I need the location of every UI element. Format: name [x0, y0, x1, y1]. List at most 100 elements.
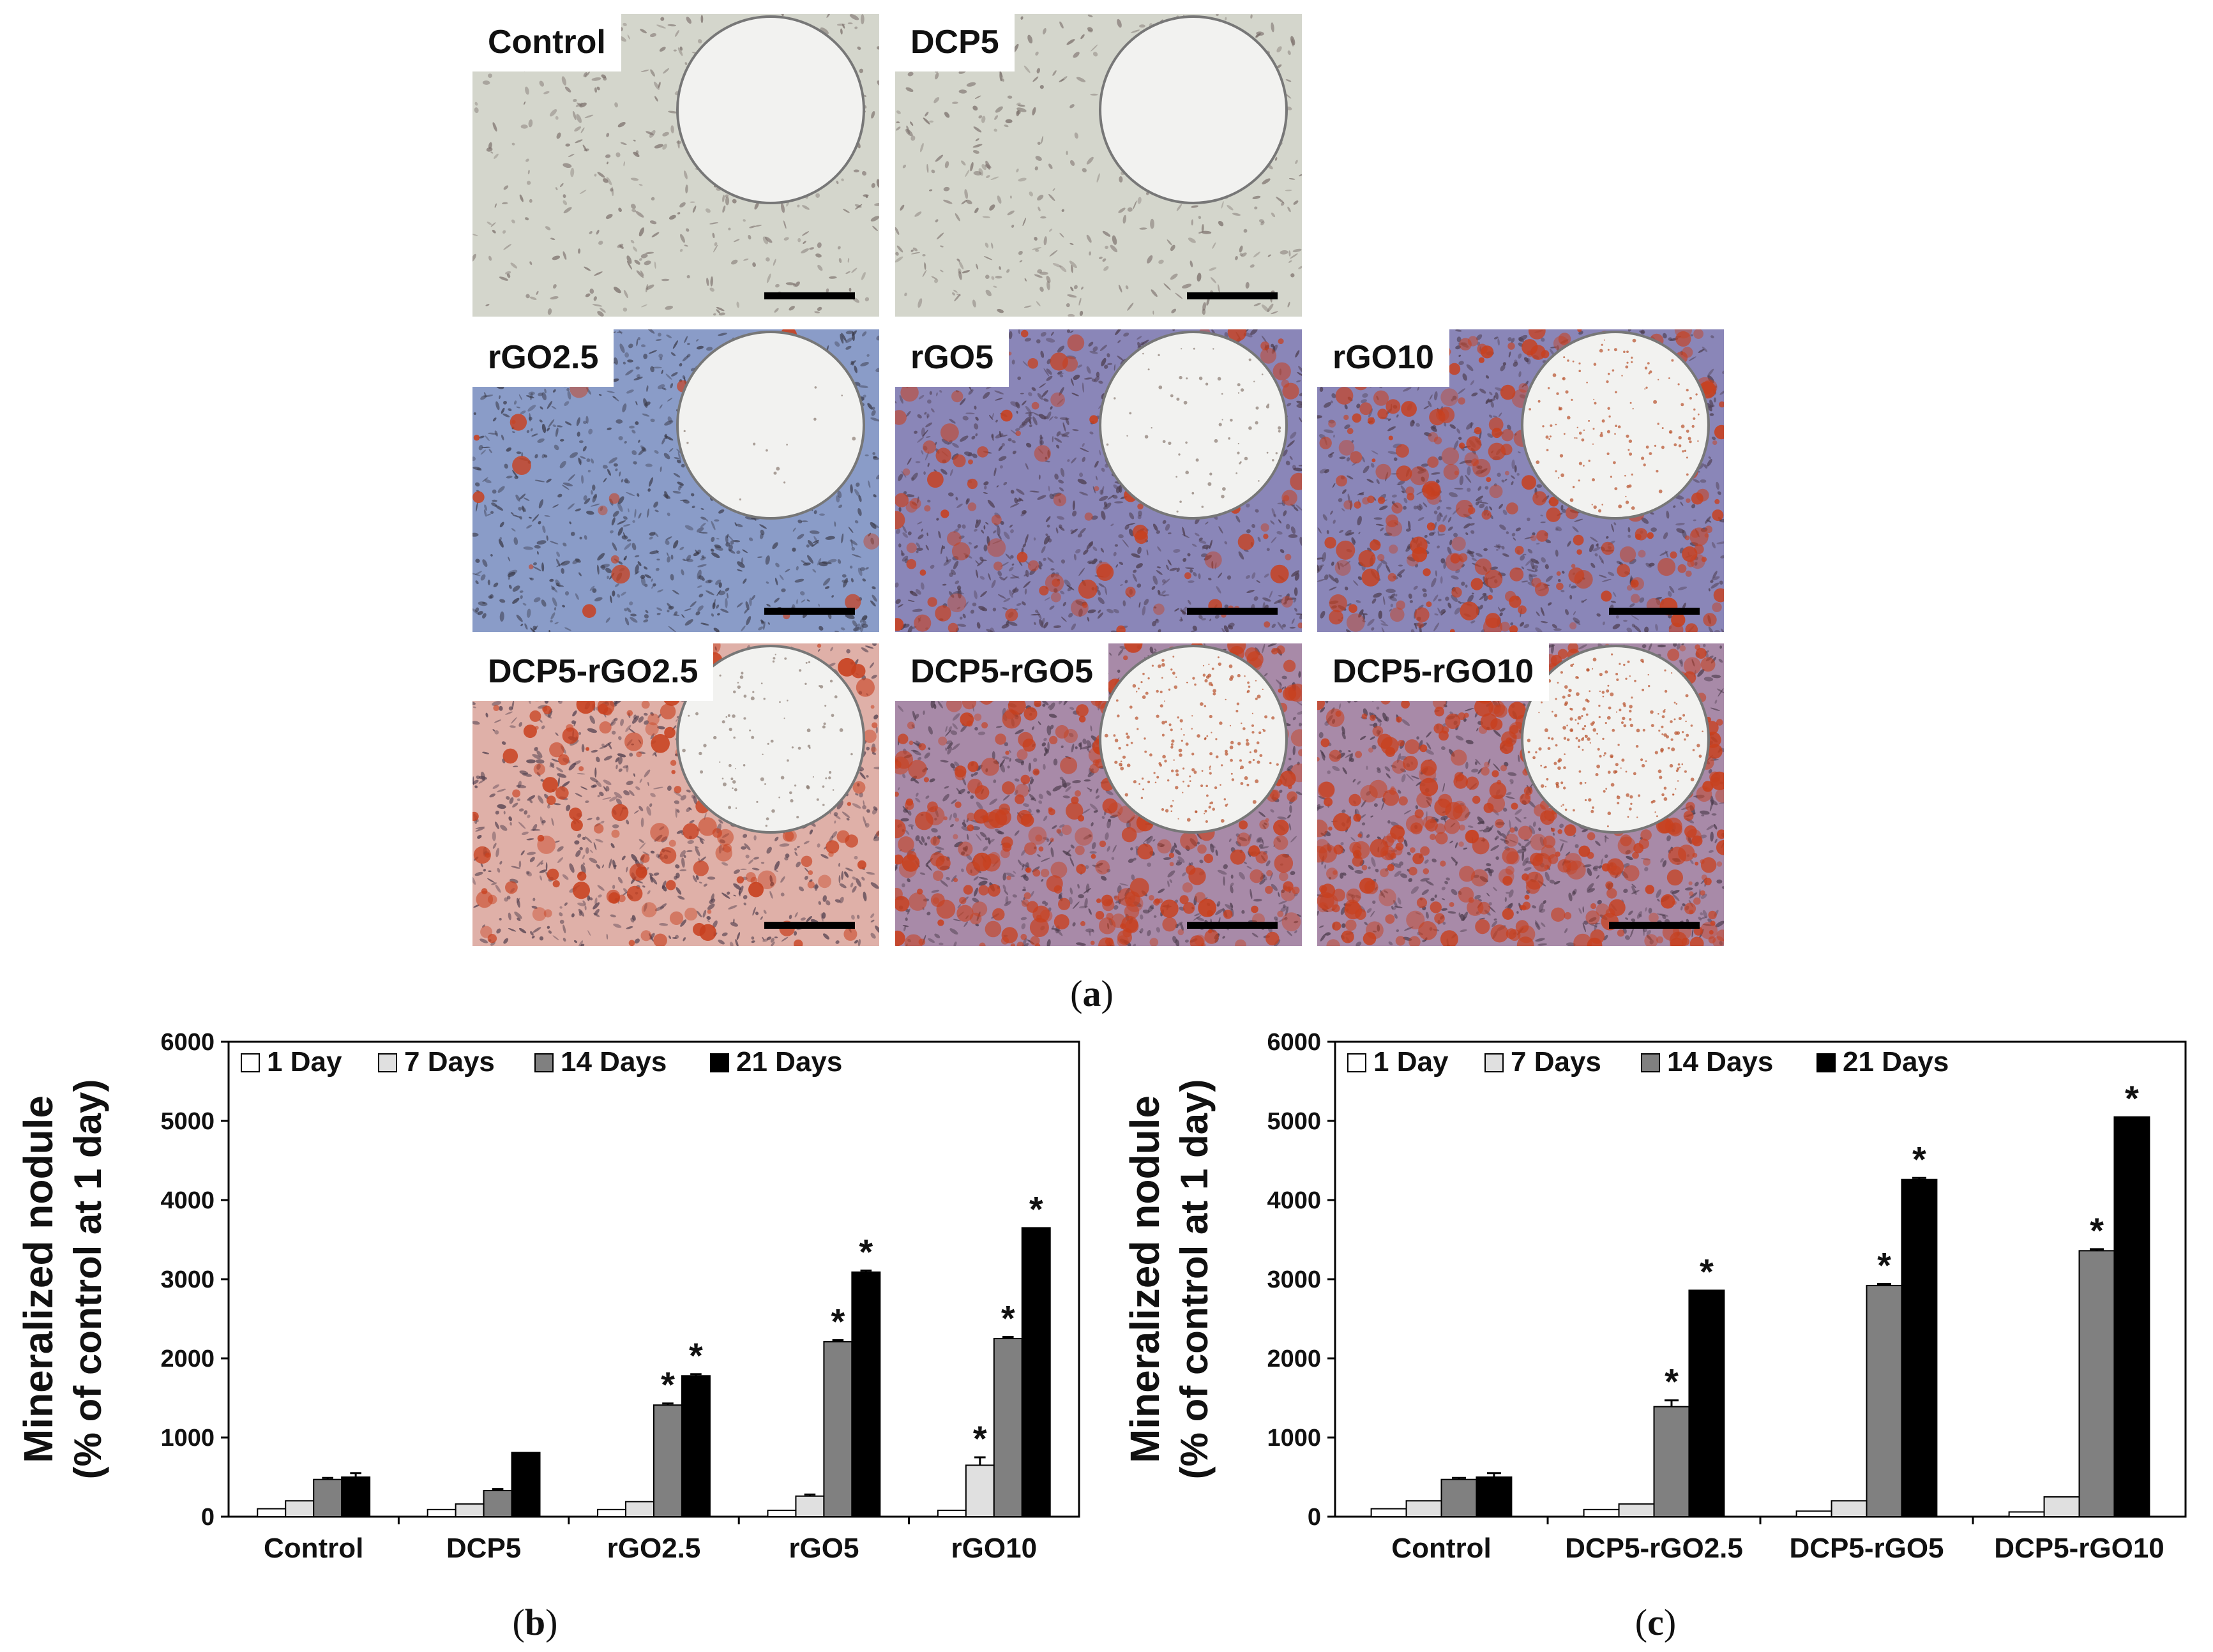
y-tick-label: 4000	[1267, 1187, 1321, 1214]
scale-bar	[1609, 922, 1700, 929]
legend-label: 21 Days	[1843, 1046, 1949, 1078]
y-tick-label: 3000	[160, 1266, 215, 1293]
bar	[341, 1476, 371, 1517]
legend-label: 14 Days	[1667, 1046, 1773, 1078]
bar	[2008, 1511, 2045, 1517]
micrograph-control: Control	[472, 14, 879, 317]
scale-bar	[1187, 292, 1278, 299]
y-axis-label-line2: (% of control at 1 day)	[1173, 1079, 1216, 1480]
x-tick-label: rGO10	[951, 1533, 1038, 1564]
well-inset	[1099, 645, 1288, 834]
scale-bar	[1187, 922, 1278, 929]
micrograph-rgo2-5: rGO2.5	[472, 329, 879, 632]
y-axis-label-line1: Mineralized nodule	[15, 1095, 61, 1463]
bar	[2043, 1496, 2080, 1517]
y-tick-label: 6000	[160, 1029, 215, 1056]
bar	[965, 1464, 995, 1518]
bar	[625, 1501, 655, 1518]
y-tick-label: 0	[201, 1504, 215, 1531]
significance-asterisk: *	[1665, 1362, 1679, 1402]
bar	[993, 1338, 1023, 1517]
micrograph-label: DCP5-rGO2.5	[472, 643, 714, 701]
significance-asterisk: *	[661, 1365, 675, 1405]
micrograph-label: DCP5-rGO5	[895, 643, 1109, 701]
micrograph-label: rGO2.5	[472, 329, 614, 387]
bar	[681, 1375, 711, 1518]
bar	[455, 1503, 485, 1517]
bar	[511, 1452, 541, 1517]
y-tick-label: 0	[1308, 1504, 1321, 1531]
micrograph-texture	[1317, 643, 1724, 946]
bar	[1688, 1289, 1725, 1517]
bar	[1476, 1476, 1513, 1517]
y-tick-label: 1000	[1267, 1425, 1321, 1452]
x-tick-label: Control	[264, 1533, 363, 1564]
significance-asterisk: *	[689, 1335, 703, 1376]
bar	[1021, 1227, 1051, 1517]
scale-bar	[764, 608, 855, 615]
micrograph-dcp5-rgo5: DCP5-rGO5	[895, 643, 1302, 946]
scale-bar	[1187, 608, 1278, 615]
x-tick-label: DCP5-rGO5	[1789, 1533, 1944, 1564]
micrograph-dcp5-rgo10: DCP5-rGO10	[1317, 643, 1724, 946]
micrograph-texture	[472, 643, 879, 946]
bar	[597, 1508, 627, 1518]
well-inset	[676, 331, 865, 520]
legend-swatch	[710, 1053, 729, 1072]
legend-swatch	[1641, 1053, 1660, 1072]
x-tick-label: rGO2.5	[607, 1533, 701, 1564]
micrograph-dcp5-rgo2-5: DCP5-rGO2.5	[472, 643, 879, 946]
bar	[937, 1510, 967, 1518]
y-tick-label: 1000	[160, 1425, 215, 1452]
legend-swatch	[534, 1053, 554, 1072]
bar	[2078, 1250, 2115, 1517]
x-tick-label: DCP5-rGO2.5	[1565, 1533, 1743, 1564]
significance-asterisk: *	[1029, 1189, 1043, 1229]
bar	[1405, 1500, 1442, 1518]
bar	[1618, 1503, 1655, 1517]
legend-label: 21 Days	[736, 1046, 842, 1078]
bar	[851, 1271, 881, 1517]
x-tick-label: DCP5	[446, 1533, 521, 1564]
bar	[427, 1508, 457, 1518]
legend-swatch	[241, 1053, 260, 1072]
micrograph-label: rGO10	[1317, 329, 1449, 387]
legend-label: 7 Days	[404, 1046, 495, 1078]
caption-a: (a)	[1070, 973, 1114, 1014]
bar	[1583, 1508, 1620, 1518]
significance-asterisk: *	[1912, 1139, 1926, 1179]
scale-bar	[764, 292, 855, 299]
bar	[653, 1404, 683, 1517]
well-inset	[1099, 331, 1288, 520]
micrograph-rgo10: rGO10	[1317, 329, 1724, 632]
bar	[1370, 1508, 1407, 1517]
bar-chart-b: 0 1000 2000 3000 4000 5000 6000 Mineralized nod…	[15, 1029, 1080, 1564]
bar	[1795, 1510, 1832, 1518]
legend-label: 1 Day	[1373, 1046, 1449, 1078]
bar	[1831, 1500, 1868, 1518]
bar	[1901, 1178, 1938, 1517]
bar	[257, 1508, 287, 1517]
x-tick-label: rGO5	[789, 1533, 859, 1564]
y-tick-label: 4000	[160, 1187, 215, 1214]
y-tick-label: 5000	[160, 1108, 215, 1135]
well-inset	[1521, 645, 1710, 834]
bar	[1866, 1284, 1903, 1517]
y-axis-label-line1: Mineralized nodule	[1122, 1095, 1168, 1463]
caption-c: (c)	[1635, 1602, 1677, 1643]
x-tick-label: DCP5-rGO10	[1994, 1533, 2164, 1564]
significance-asterisk: *	[1700, 1251, 1714, 1291]
legend-label: 1 Day	[267, 1046, 342, 1078]
significance-asterisk: *	[2090, 1210, 2104, 1250]
legend-swatch	[1816, 1053, 1836, 1072]
micrograph-texture	[472, 329, 879, 632]
micrograph-rgo5: rGO5	[895, 329, 1302, 632]
significance-asterisk: *	[1001, 1298, 1015, 1339]
legend-label: 7 Days	[1511, 1046, 1601, 1078]
micrograph-dcp5: DCP5	[895, 14, 1302, 317]
micrograph-texture	[895, 14, 1302, 317]
significance-asterisk: *	[2125, 1078, 2139, 1118]
legend-label: 14 Days	[561, 1046, 667, 1078]
bar	[1653, 1406, 1690, 1518]
y-tick-label: 2000	[1267, 1346, 1321, 1372]
